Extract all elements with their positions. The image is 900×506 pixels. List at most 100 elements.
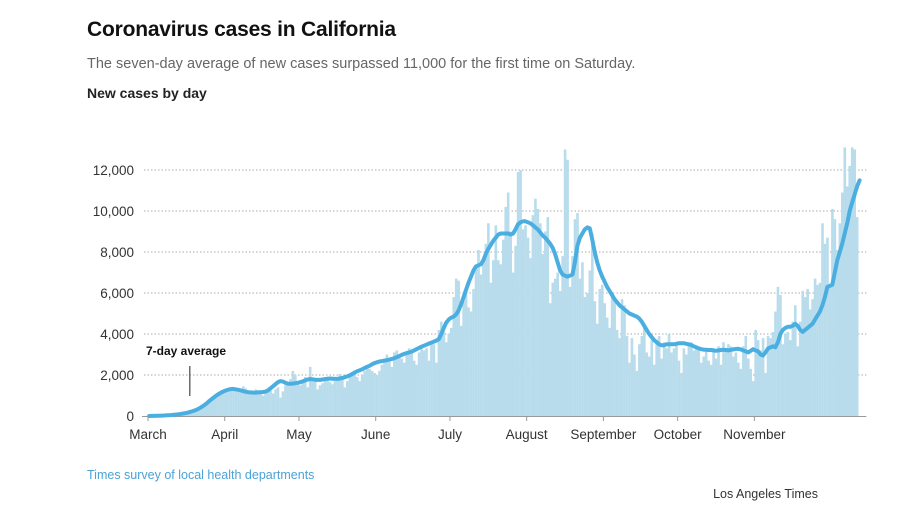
daily-cases-bar (615, 329, 619, 416)
daily-cases-bar (397, 356, 401, 416)
daily-cases-bar (405, 354, 409, 416)
daily-cases-bar (739, 368, 743, 416)
daily-cases-bar (841, 192, 844, 416)
daily-cases-bar (660, 358, 663, 416)
daily-cases-bar (541, 254, 545, 416)
daily-cases-bar (321, 383, 324, 416)
daily-cases-bar (818, 282, 822, 416)
daily-cases-bar (516, 172, 520, 416)
daily-cases-bar (566, 159, 569, 416)
daily-cases-bar (737, 362, 740, 416)
daily-cases-bar (222, 392, 225, 416)
daily-cases-bar (440, 321, 443, 416)
daily-cases-bar (373, 372, 376, 416)
daily-cases-bar (435, 362, 438, 416)
daily-cases-bar (687, 344, 691, 416)
daily-cases-bar (816, 284, 819, 416)
x-tick-label: March (129, 427, 167, 442)
daily-cases-bar (558, 290, 562, 416)
daily-cases-bar (511, 272, 515, 416)
daily-cases-bar (751, 381, 755, 416)
daily-cases-bar (501, 239, 505, 416)
daily-cases-bar (469, 311, 473, 416)
daily-cases-bar (640, 336, 644, 416)
daily-cases-bar (568, 286, 572, 416)
daily-cases-bar (588, 270, 592, 416)
daily-cases-bar (432, 344, 436, 416)
daily-cases-bar (514, 245, 517, 416)
daily-cases-bar (633, 354, 636, 416)
daily-cases-bar (578, 278, 582, 416)
daily-cases-bar (742, 346, 745, 416)
daily-cases-bar (764, 372, 767, 416)
daily-cases-bar (635, 370, 639, 416)
daily-cases-bar (407, 348, 411, 416)
daily-cases-bar (338, 373, 342, 416)
daily-cases-bar (271, 393, 275, 416)
daily-cases-bar (707, 360, 710, 416)
daily-cases-bar (647, 356, 651, 416)
daily-cases-bar (605, 317, 609, 416)
daily-cases-bar (199, 406, 203, 416)
daily-cases-bar (519, 170, 522, 416)
daily-cases-bar (457, 280, 460, 416)
daily-cases-bar (551, 282, 555, 416)
daily-cases-bar (229, 390, 233, 416)
daily-cases-bar (504, 206, 508, 416)
daily-cases-bar (358, 381, 361, 416)
daily-cases-bar (247, 390, 250, 416)
daily-cases-bar (368, 368, 371, 416)
daily-cases-bar (202, 405, 206, 416)
daily-cases-bar (692, 350, 696, 416)
daily-cases-bar (298, 385, 302, 416)
daily-cases-bar (400, 358, 404, 416)
daily-cases-bar (821, 223, 824, 416)
daily-cases-bar (685, 354, 688, 416)
daily-cases-bar (313, 379, 317, 416)
daily-cases-bar (746, 358, 750, 416)
daily-cases-bar (195, 408, 198, 416)
daily-cases-bar (704, 348, 708, 416)
daily-cases-bar (761, 338, 765, 416)
x-tick-label: June (361, 427, 390, 442)
daily-cases-bar (380, 364, 384, 416)
daily-cases-bar (682, 348, 686, 416)
daily-cases-bar (544, 231, 547, 416)
daily-cases-bar (546, 217, 550, 416)
daily-cases-bar (266, 388, 270, 416)
daily-cases-bar (442, 331, 446, 416)
daily-cases-bar (249, 391, 253, 416)
daily-cases-bar (531, 215, 535, 416)
daily-cases-bar (492, 260, 495, 416)
daily-cases-bar (628, 362, 631, 416)
daily-cases-bar (318, 385, 322, 416)
daily-cases-bar (667, 334, 671, 416)
daily-cases-bar (702, 356, 706, 416)
daily-cases-bar (623, 305, 626, 416)
daily-cases-bar (343, 387, 347, 416)
daily-cases-bar (638, 344, 641, 416)
daily-cases-bar (754, 329, 757, 416)
daily-cases-bar (464, 290, 468, 416)
daily-cases-bar (244, 388, 248, 416)
y-tick-label: 10,000 (93, 204, 134, 219)
daily-cases-bar (801, 290, 805, 416)
daily-cases-bar (791, 321, 795, 416)
daily-cases-bar (694, 346, 698, 416)
daily-cases-bar (261, 395, 265, 416)
daily-cases-bar (581, 262, 584, 416)
daily-cases-bar (479, 274, 483, 416)
source-link[interactable]: Times survey of local health departments (87, 468, 315, 482)
y-tick-label: 6,000 (100, 286, 134, 301)
daily-cases-bar (727, 344, 730, 416)
daily-cases-bar (712, 348, 715, 416)
daily-cases-bar (204, 403, 208, 416)
daily-cases-bar (415, 364, 418, 416)
daily-cases-bar (524, 225, 527, 416)
daily-cases-bar (744, 336, 748, 416)
daily-cases-bar (779, 295, 782, 416)
daily-cases-bar (269, 390, 272, 416)
daily-cases-bar (556, 272, 559, 416)
daily-cases-bar (279, 397, 282, 416)
daily-cases-bar (489, 282, 493, 416)
